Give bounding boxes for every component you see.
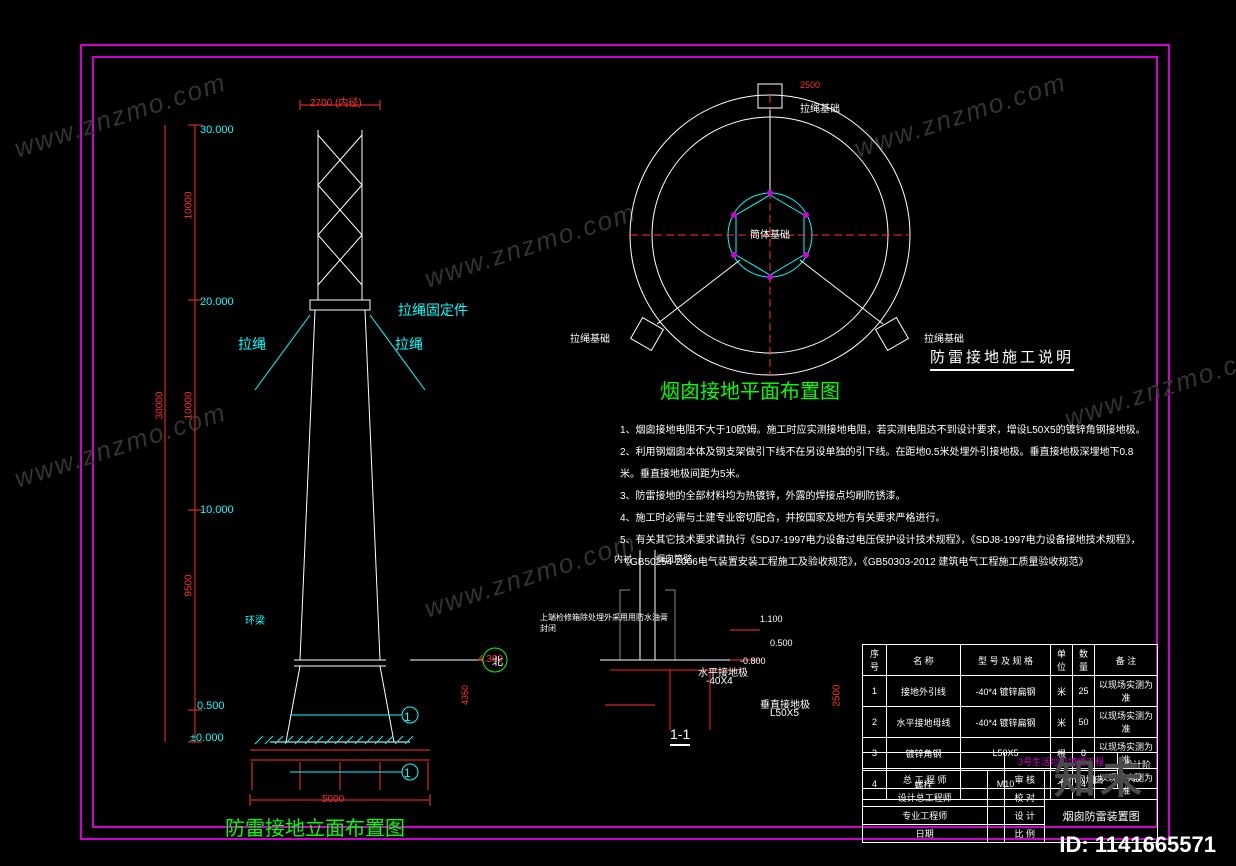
plan-title: 烟囱接地平面布置图 [660, 375, 840, 404]
detail-ver-spec: L50X5 [770, 708, 799, 719]
watermark-logo: 知未 [1054, 745, 1146, 806]
plan-node-l: 拉绳基础 [570, 330, 610, 345]
note-3: 3、防雷接地的全部材料均为热镀锌，外露的焊接点均刷防锈漆。 [620, 486, 1150, 508]
north: 北 [492, 653, 503, 669]
level-30: 30.000 [200, 124, 234, 136]
detail-2500: 2500 [832, 684, 843, 706]
label-brace-r: 拉绳 [395, 334, 423, 354]
level-05: 0.500 [197, 700, 225, 712]
det-shell: 烟囱筒壁 [656, 552, 692, 565]
section-1b: 1 [404, 766, 411, 780]
dim-v2: 10000 [183, 392, 194, 420]
det-note: 上端检修箱除处埋外采用用防水油膏封闭 [540, 612, 670, 634]
plan-top-dim: 2500 [800, 80, 820, 90]
image-id: ID: 1141665571 [1059, 832, 1216, 858]
det-inner: 内衬 [614, 552, 632, 565]
elevation-drawing [100, 70, 580, 810]
dim-foundation: 5000 [322, 794, 344, 805]
dim-v4: 4350 [460, 685, 470, 705]
plan-node-r: 拉绳基础 [924, 330, 964, 345]
dim-top: 2700 (内径) [310, 94, 362, 109]
note-2: 2、利用钢烟囱本体及钢支架做引下线不在另设单独的引下线。在距地0.5米处埋外引接… [620, 442, 1150, 486]
note-4: 4、施工时必需与土建专业密切配合，并按国家及地方有关要求严格进行。 [620, 508, 1150, 530]
level-0: ±0.000 [190, 732, 224, 744]
level-20: 20.000 [200, 296, 234, 308]
det-lv3: -0.800 [740, 656, 766, 666]
detail-hor-spec: -40X4 [706, 676, 733, 687]
plan-center: 筒体基础 [750, 226, 790, 241]
level-10: 10.000 [200, 504, 234, 516]
detail-drawing [560, 540, 780, 740]
label-brace-fix: 拉绳固定件 [398, 300, 468, 320]
dim-v1: 10000 [183, 192, 194, 220]
label-ring: 环梁 [245, 612, 265, 627]
label-brace-l: 拉绳 [238, 334, 266, 354]
det-lv1: 1.100 [760, 614, 783, 624]
dim-total: 30000 [154, 392, 165, 420]
detail-title: 1-1 [670, 726, 690, 746]
dim-v3: 9500 [184, 574, 195, 596]
plan-node-top: 拉绳基础 [800, 100, 840, 115]
section-1a: 1 [404, 710, 411, 724]
instructions-heading: 防雷接地施工说明 [930, 346, 1074, 371]
note-1: 1、烟囱接地电阻不大于10欧姆。施工时应实测接地电阻，若实测电阻达不到设计要求，… [620, 420, 1150, 442]
det-lv2: 0.500 [770, 638, 793, 648]
elevation-title: 防雷接地立面布置图 [225, 812, 405, 841]
